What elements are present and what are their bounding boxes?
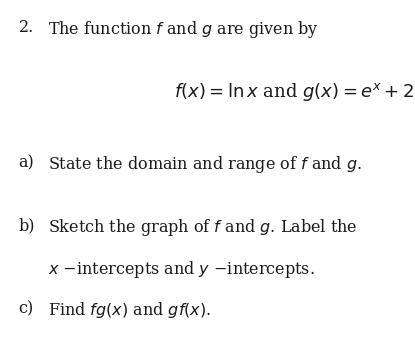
Text: a): a) [19, 154, 34, 171]
Text: c): c) [19, 300, 34, 317]
Text: Sketch the graph of $f$ and $g$. Label the: Sketch the graph of $f$ and $g$. Label t… [48, 217, 357, 238]
Text: Find $fg(x)$ and $gf(x)$.: Find $fg(x)$ and $gf(x)$. [48, 300, 211, 320]
Text: The function $f$ and $g$ are given by: The function $f$ and $g$ are given by [48, 19, 319, 40]
Text: State the domain and range of $f$ and $g$.: State the domain and range of $f$ and $g… [48, 154, 362, 175]
Text: $f(x) = \mathrm{ln}\, x$ and $g(x) = e^x + 2$: $f(x) = \mathrm{ln}\, x$ and $g(x) = e^x… [174, 81, 415, 103]
Text: b): b) [19, 217, 35, 234]
Text: 2.: 2. [19, 19, 34, 36]
Text: $x$ −intercepts and $y$ −intercepts.: $x$ −intercepts and $y$ −intercepts. [48, 259, 315, 280]
